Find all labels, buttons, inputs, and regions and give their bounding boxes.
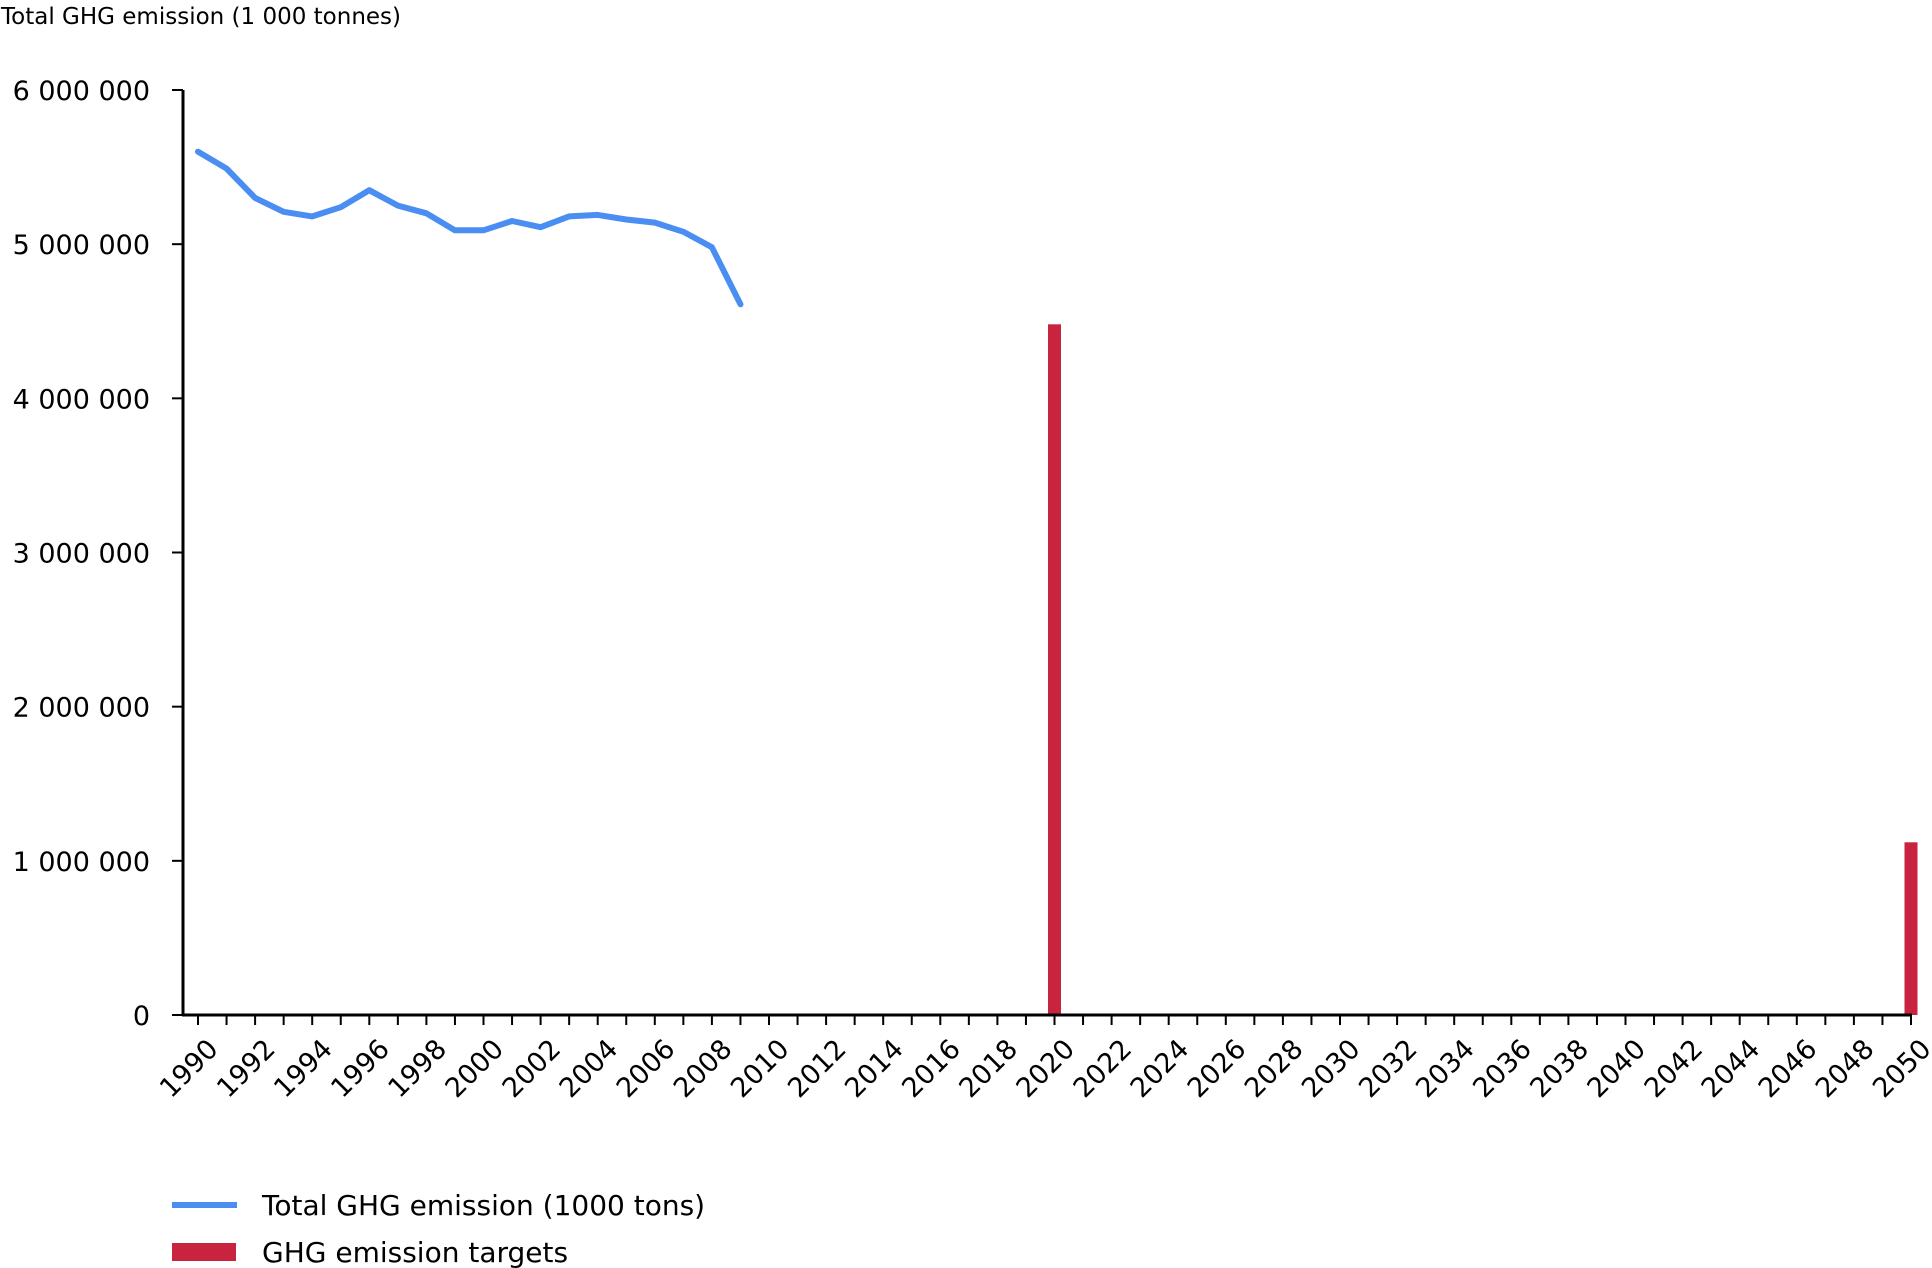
- plot-area: 0 1 000 000 2 000 000 3 000 000 4 000 000 5 0…: [13, 76, 1932, 1104]
- x-tick-label: 2046: [1753, 1034, 1824, 1105]
- x-tick-label: 2016: [896, 1034, 967, 1105]
- x-tick-label: 2018: [953, 1034, 1024, 1105]
- x-tick-label: 1996: [325, 1034, 396, 1105]
- x-tick-label: 2022: [1068, 1034, 1139, 1105]
- y-tick-label: 5 000 000: [13, 230, 150, 261]
- x-tick-label: 2050: [1867, 1034, 1932, 1105]
- x-tick-label: 2038: [1524, 1034, 1595, 1105]
- x-tick-label: 2030: [1296, 1034, 1367, 1105]
- x-tick-label: 2032: [1353, 1034, 1424, 1105]
- x-tick-label: 2010: [725, 1034, 796, 1105]
- x-tick-label: 2026: [1182, 1034, 1253, 1105]
- y-tick-label: 0: [133, 1001, 150, 1032]
- x-tick-label: 2014: [839, 1034, 910, 1105]
- x-tick-label: 1990: [154, 1034, 225, 1105]
- x-tick-label: 2040: [1582, 1034, 1653, 1105]
- x-tick-label: 2028: [1239, 1034, 1310, 1105]
- x-tick-label: 1992: [211, 1034, 282, 1105]
- legend-swatch-bar: [172, 1243, 236, 1261]
- legend: Total GHG emission (1000 tons) GHG emissi…: [172, 1189, 705, 1268]
- x-tick-label: 2004: [554, 1034, 625, 1105]
- x-tick-label: 2034: [1410, 1034, 1481, 1105]
- x-tick-label: 2048: [1810, 1034, 1881, 1105]
- x-tick-label: 1994: [268, 1034, 339, 1105]
- target-bar-2050: [1904, 842, 1918, 1015]
- y-tick-label: 2 000 000: [13, 693, 150, 724]
- target-bar-2020: [1048, 324, 1061, 1015]
- y-tick-label: 4 000 000: [13, 384, 150, 415]
- x-tick-label: 2024: [1125, 1034, 1196, 1105]
- x-tick-label: 2002: [497, 1034, 568, 1105]
- x-tick-label: 2020: [1011, 1034, 1082, 1105]
- x-tick-label: 2012: [782, 1034, 853, 1105]
- legend-label: GHG emission targets: [262, 1236, 568, 1268]
- x-tick-label: 2000: [440, 1034, 511, 1105]
- emission-line: [195, 148, 744, 308]
- x-tick-label: 1998: [382, 1034, 453, 1105]
- x-tick-label: 2036: [1467, 1034, 1538, 1105]
- y-axis-title: Total GHG emission (1 000 tonnes): [0, 4, 401, 30]
- y-tick-label: 6 000 000: [13, 76, 150, 107]
- y-tick-label: 3 000 000: [13, 539, 150, 570]
- x-tick-label: 2008: [668, 1034, 739, 1105]
- y-tick-label: 1 000 000: [13, 847, 150, 878]
- legend-label: Total GHG emission (1000 tons): [261, 1189, 705, 1222]
- x-tick-label: 2042: [1639, 1034, 1710, 1105]
- x-tick-label: 2006: [611, 1034, 682, 1105]
- x-tick-label: 2044: [1696, 1034, 1767, 1105]
